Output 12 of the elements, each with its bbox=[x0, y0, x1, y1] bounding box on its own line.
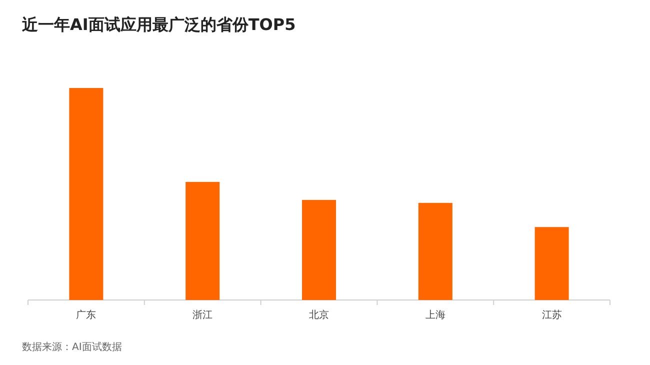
bar bbox=[302, 200, 336, 300]
bar bbox=[534, 227, 569, 300]
bar bbox=[69, 88, 104, 300]
x-tick-label: 江苏 bbox=[542, 309, 562, 321]
x-tick-label: 上海 bbox=[425, 309, 446, 321]
bar bbox=[418, 202, 452, 300]
x-tick-label: 广东 bbox=[76, 309, 96, 321]
bar bbox=[186, 182, 220, 300]
x-tick-label: 北京 bbox=[309, 309, 329, 321]
chart-title: 近一年AI面试应用最广泛的省份TOP5 bbox=[21, 15, 296, 34]
x-tick-label: 浙江 bbox=[192, 309, 213, 321]
source-note: 数据来源：AI面试数据 bbox=[22, 341, 122, 353]
